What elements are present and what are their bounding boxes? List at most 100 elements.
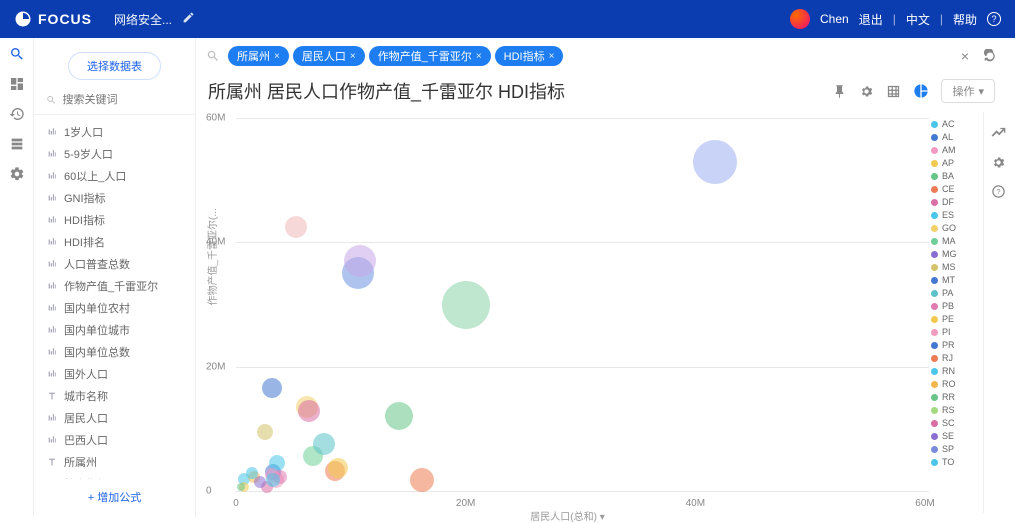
avatar[interactable] [790, 9, 810, 29]
legend-item[interactable]: PB [931, 300, 979, 313]
legend-item[interactable]: DF [931, 196, 979, 209]
legend-item[interactable]: MA [931, 235, 979, 248]
search-rail-icon[interactable] [9, 46, 25, 62]
bubble-point[interactable] [442, 281, 490, 329]
chip-remove-icon[interactable]: × [549, 51, 555, 62]
field-item[interactable]: 城市名称 [42, 385, 187, 407]
bubble-point[interactable] [254, 476, 266, 488]
field-item[interactable]: 国内单位总数 [42, 341, 187, 363]
config-icon[interactable] [859, 84, 874, 99]
logo[interactable]: FOCUS [14, 10, 92, 28]
legend-item[interactable]: RS [931, 404, 979, 417]
workspace-name[interactable]: 网络安全... [114, 11, 172, 28]
field-item[interactable]: 国内单位城市 [42, 319, 187, 341]
bubble-point[interactable] [257, 424, 273, 440]
query-chip[interactable]: 作物产值_千雷亚尔× [369, 46, 491, 66]
legend-item[interactable]: RN [931, 365, 979, 378]
field-item[interactable]: 国外人口 [42, 363, 187, 385]
bubble-point[interactable] [344, 245, 376, 277]
query-chip[interactable]: HDI指标× [495, 46, 564, 66]
legend-item[interactable]: SP [931, 443, 979, 456]
field-item[interactable]: GNI指标 [42, 187, 187, 209]
field-item[interactable]: 所属州 [42, 451, 187, 473]
username[interactable]: Chen [820, 12, 849, 26]
chip-remove-icon[interactable]: × [274, 51, 280, 62]
legend-item[interactable]: PE [931, 313, 979, 326]
app-shell: 选择数据表 1岁人口5-9岁人口60以上_人口GNI指标HDI指标HDI排名人口… [0, 38, 1015, 517]
edit-workspace-icon[interactable] [182, 11, 195, 27]
add-formula-button[interactable]: + 增加公式 [88, 489, 141, 505]
field-item[interactable]: 居民人口 [42, 407, 187, 429]
bubble-point[interactable] [313, 433, 335, 455]
legend-item[interactable]: AL [931, 131, 979, 144]
chart-type-icon[interactable] [913, 83, 929, 99]
legend-item[interactable]: RJ [931, 352, 979, 365]
legend-item[interactable]: RO [931, 378, 979, 391]
field-item[interactable]: 人口普查总数 [42, 253, 187, 275]
field-item[interactable]: 国内单位农村 [42, 297, 187, 319]
query-chip[interactable]: 居民人口× [293, 46, 365, 66]
language-link[interactable]: 中文 [906, 11, 930, 28]
actions-dropdown[interactable]: 操作▾ [941, 79, 995, 103]
clear-query-icon[interactable]: × [961, 48, 969, 64]
help-icon[interactable]: ? [987, 12, 1001, 26]
field-item[interactable]: HDI排名 [42, 231, 187, 253]
field-item[interactable]: 作物产值_千雷亚尔 [42, 275, 187, 297]
pin-icon[interactable] [832, 84, 847, 99]
legend-item[interactable]: RR [931, 391, 979, 404]
bubble-point[interactable] [385, 402, 413, 430]
chart-trend-icon[interactable] [991, 126, 1006, 141]
bubble-point[interactable] [262, 378, 282, 398]
chip-remove-icon[interactable]: × [350, 51, 356, 62]
bubble-point[interactable] [410, 468, 434, 492]
field-item[interactable]: 60以上_人口 [42, 165, 187, 187]
legend-item[interactable]: MS [931, 261, 979, 274]
query-chip[interactable]: 所属州× [228, 46, 289, 66]
legend-item[interactable]: PI [931, 326, 979, 339]
bubble-point[interactable] [237, 483, 245, 491]
bubble-point[interactable] [285, 216, 307, 238]
chart-settings-icon[interactable] [991, 155, 1006, 170]
legend-item[interactable]: SE [931, 430, 979, 443]
history-rail-icon[interactable] [9, 106, 25, 122]
table-icon[interactable] [886, 84, 901, 99]
x-tick-label: 0 [233, 498, 239, 509]
bubble-point[interactable] [693, 140, 737, 184]
legend-item[interactable]: MG [931, 248, 979, 261]
legend-item[interactable]: CE [931, 183, 979, 196]
legend-item[interactable]: AM [931, 144, 979, 157]
help-link[interactable]: 帮助 [953, 11, 977, 28]
field-item[interactable]: 5-9岁人口 [42, 143, 187, 165]
query-chip-container[interactable]: 所属州×居民人口×作物产值_千雷亚尔×HDI指标× [228, 46, 953, 66]
refresh-icon[interactable] [983, 49, 997, 63]
legend-item[interactable]: PR [931, 339, 979, 352]
legend-item[interactable]: GO [931, 222, 979, 235]
data-rail-icon[interactable] [9, 136, 25, 152]
select-table-button[interactable]: 选择数据表 [68, 52, 161, 80]
dashboard-rail-icon[interactable] [9, 76, 25, 92]
bubble-point[interactable] [298, 400, 320, 422]
field-search-input[interactable] [63, 94, 183, 106]
legend-item[interactable]: AC [931, 118, 979, 131]
bubble-point[interactable] [266, 473, 280, 487]
legend-item[interactable]: SC [931, 417, 979, 430]
field-item[interactable]: 教育指标 [42, 473, 187, 479]
scatter-plot[interactable]: 作物产值_千雷亚尔(... 居民人口(总和) ▾ 020M40M60M020M4… [206, 112, 929, 513]
field-item[interactable]: 巴西人口 [42, 429, 187, 451]
query-search-icon[interactable] [206, 49, 220, 63]
field-item[interactable]: 1岁人口 [42, 121, 187, 143]
legend-item[interactable]: BA [931, 170, 979, 183]
legend-label: BA [942, 170, 954, 183]
chip-remove-icon[interactable]: × [476, 51, 482, 62]
bubble-point[interactable] [328, 458, 348, 478]
chart-help-icon[interactable]: ? [991, 184, 1006, 199]
settings-rail-icon[interactable] [9, 166, 25, 182]
legend-item[interactable]: MT [931, 274, 979, 287]
legend-item[interactable]: ES [931, 209, 979, 222]
legend-item[interactable]: AP [931, 157, 979, 170]
bubble-point[interactable] [246, 467, 258, 479]
field-item[interactable]: HDI指标 [42, 209, 187, 231]
logout-link[interactable]: 退出 [859, 11, 883, 28]
legend-item[interactable]: PA [931, 287, 979, 300]
legend-item[interactable]: TO [931, 456, 979, 469]
